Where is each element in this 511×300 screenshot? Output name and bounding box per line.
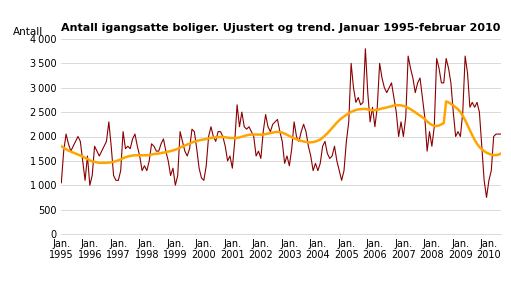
Text: Antall: Antall [13, 27, 43, 37]
Text: Antall igangsatte boliger. Ujustert og trend. Januar 1995-februar 2010: Antall igangsatte boliger. Ujustert og t… [61, 23, 501, 33]
